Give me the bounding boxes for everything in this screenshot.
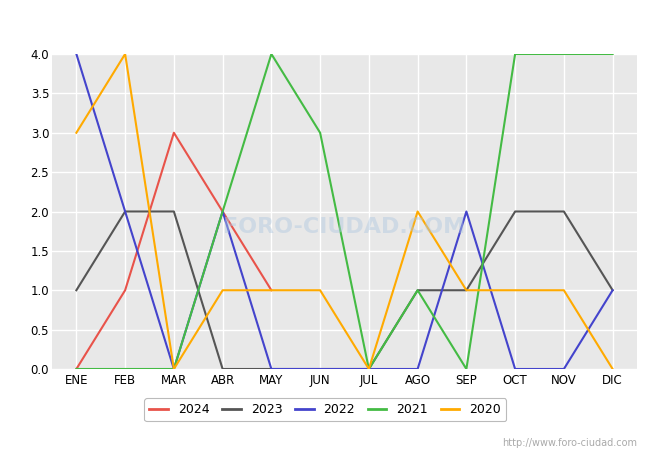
2022 [170, 366, 178, 372]
2020 [511, 288, 519, 293]
2021 [121, 366, 129, 372]
2020 [365, 366, 373, 372]
Line: 2020: 2020 [77, 54, 612, 369]
2023 [72, 288, 81, 293]
2023 [218, 366, 227, 372]
2020 [608, 366, 616, 372]
Text: Matriculaciones de Vehiculos en Fuentelapeña: Matriculaciones de Vehiculos en Fuentela… [133, 18, 517, 36]
2021 [365, 366, 373, 372]
2020 [170, 366, 178, 372]
2021 [72, 366, 81, 372]
Line: 2023: 2023 [77, 212, 612, 369]
2022 [316, 366, 324, 372]
2020 [268, 288, 276, 293]
Legend: 2024, 2023, 2022, 2021, 2020: 2024, 2023, 2022, 2021, 2020 [144, 398, 506, 421]
2022 [511, 366, 519, 372]
2022 [608, 288, 616, 293]
Text: FORO-CIUDAD.COM: FORO-CIUDAD.COM [224, 217, 465, 237]
2023 [268, 366, 276, 372]
2021 [511, 51, 519, 57]
Text: http://www.foro-ciudad.com: http://www.foro-ciudad.com [502, 438, 637, 448]
2021 [608, 51, 616, 57]
2024 [121, 288, 129, 293]
2021 [218, 209, 227, 214]
2023 [463, 288, 471, 293]
2024 [72, 366, 81, 372]
2023 [560, 209, 568, 214]
2020 [413, 209, 421, 214]
2023 [316, 366, 324, 372]
Line: 2022: 2022 [77, 54, 612, 369]
2023 [365, 366, 373, 372]
2023 [511, 209, 519, 214]
Line: 2024: 2024 [77, 133, 272, 369]
2020 [72, 130, 81, 135]
2022 [72, 51, 81, 57]
2023 [608, 288, 616, 293]
2024 [170, 130, 178, 135]
2021 [316, 130, 324, 135]
2020 [316, 288, 324, 293]
2023 [413, 288, 421, 293]
2023 [170, 209, 178, 214]
2020 [218, 288, 227, 293]
2024 [218, 209, 227, 214]
2022 [413, 366, 421, 372]
2021 [560, 51, 568, 57]
2021 [170, 366, 178, 372]
2021 [463, 366, 471, 372]
2021 [413, 288, 421, 293]
2022 [365, 366, 373, 372]
2024 [268, 288, 276, 293]
2022 [268, 366, 276, 372]
2022 [560, 366, 568, 372]
2022 [121, 209, 129, 214]
2020 [121, 51, 129, 57]
2021 [268, 51, 276, 57]
2020 [463, 288, 471, 293]
Line: 2021: 2021 [77, 54, 612, 369]
2022 [463, 209, 471, 214]
2023 [121, 209, 129, 214]
2022 [218, 209, 227, 214]
2020 [560, 288, 568, 293]
